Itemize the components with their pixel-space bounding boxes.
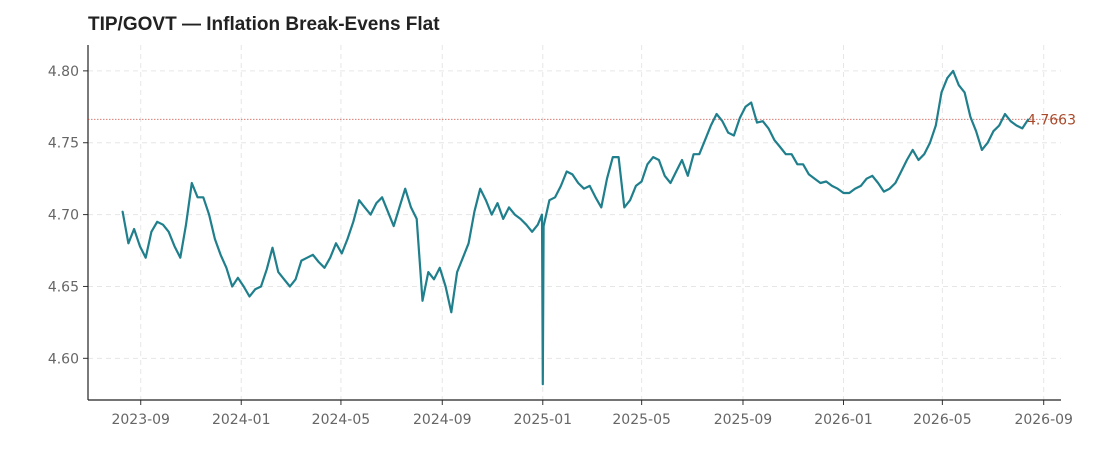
series-line — [121, 69, 1030, 386]
x-tick-label: 2026-01 — [814, 412, 873, 428]
y-tick-label: 4.65 — [48, 279, 79, 295]
y-tick-label: 4.75 — [48, 136, 79, 152]
y-tick-label: 4.80 — [48, 64, 79, 80]
x-tick-label: 2025-09 — [714, 412, 773, 428]
series-group — [121, 69, 1030, 386]
grid — [88, 45, 1061, 400]
x-tick-label: 2026-09 — [1014, 412, 1073, 428]
x-tick-label: 2025-05 — [612, 412, 671, 428]
reference-line-group: 4.7663 — [88, 112, 1076, 128]
last-value-label: 4.7663 — [1027, 112, 1076, 128]
tick-labels: 4.60 4.65 4.70 4.75 4.80 2023-09 2024-01 2024-0… — [48, 64, 1073, 428]
axes — [83, 45, 1061, 405]
x-tick-label: 2023-09 — [111, 412, 170, 428]
chart-title: TIP/GOVT — Inflation Break-Evens Flat — [88, 14, 440, 35]
x-tick-label: 2024-01 — [212, 412, 271, 428]
x-tick-label: 2025-01 — [514, 412, 573, 428]
x-tick-label: 2024-09 — [413, 412, 472, 428]
x-tick-label: 2024-05 — [312, 412, 371, 428]
y-tick-label: 4.60 — [48, 351, 79, 367]
x-tick-label: 2026-05 — [913, 412, 972, 428]
y-tick-label: 4.70 — [48, 208, 79, 224]
